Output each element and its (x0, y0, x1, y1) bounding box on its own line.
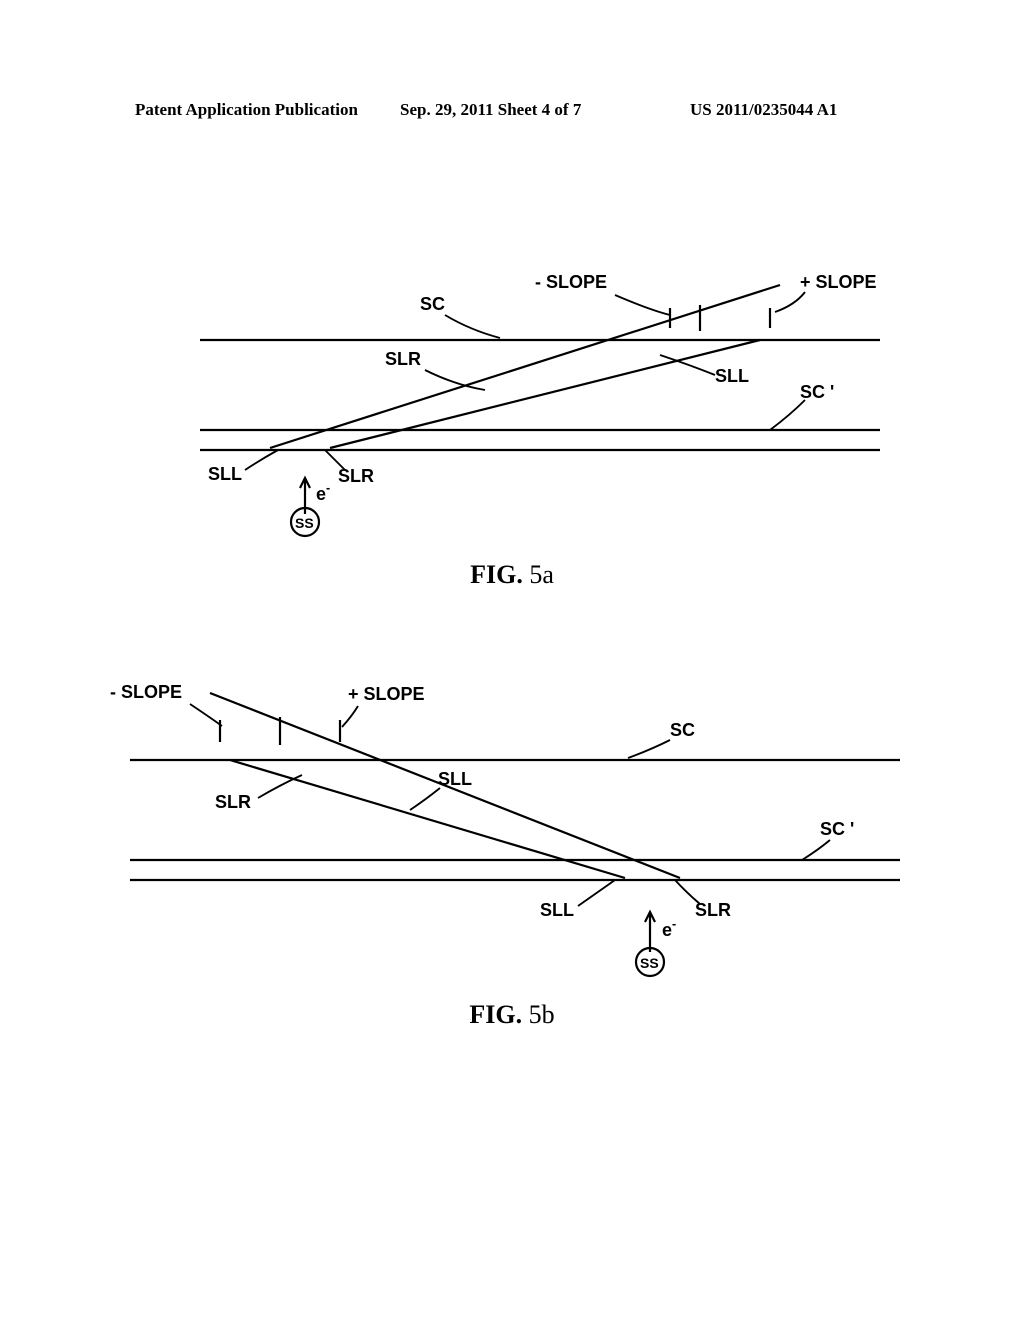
label-pos_slope: + SLOPE (800, 272, 877, 292)
label-e_minus: e- (316, 481, 330, 504)
leader-sc (445, 315, 500, 338)
label-neg_slope: - SLOPE (110, 682, 182, 702)
leader-sc_prime (770, 400, 805, 430)
header-center: Sep. 29, 2011 Sheet 4 of 7 (400, 100, 581, 120)
label-sc_prime: SC ' (800, 382, 834, 402)
label-slr_bottom: SLR (338, 466, 374, 486)
leader-pos_slope (775, 292, 805, 312)
header-left: Patent Application Publication (135, 100, 358, 120)
label-sll_top: SLL (438, 769, 472, 789)
label-sc: SC (420, 294, 445, 314)
leader-pos_slope (342, 706, 358, 727)
leader-slr_top (258, 775, 302, 798)
label-sll_bottom: SLL (540, 900, 574, 920)
label-ss: SS (295, 515, 314, 531)
label-sc_prime: SC ' (820, 819, 854, 839)
label-sc: SC (670, 720, 695, 740)
label-slr_bottom: SLR (695, 900, 731, 920)
label-slr_top: SLR (385, 349, 421, 369)
label-pos_slope: + SLOPE (348, 684, 425, 704)
leader-sll_top (410, 788, 440, 810)
leader-slr_top (425, 370, 485, 390)
negative-slope-line (270, 285, 780, 448)
leader-sll_bottom (245, 450, 278, 470)
figure-caption: FIG. 5b (0, 1000, 1024, 1030)
label-sll_bottom: SLL (208, 464, 242, 484)
figure-caption: FIG. 5a (0, 560, 1024, 590)
leader-neg_slope (615, 295, 670, 315)
label-neg_slope: - SLOPE (535, 272, 607, 292)
label-ss: SS (640, 955, 659, 971)
leader-sc_prime (802, 840, 830, 860)
header-right: US 2011/0235044 A1 (690, 100, 837, 120)
leader-sll_bottom (578, 880, 615, 906)
leader-neg_slope (190, 704, 222, 726)
label-e_minus: e- (662, 917, 676, 940)
label-slr_top: SLR (215, 792, 251, 812)
leader-sc (628, 740, 670, 758)
label-sll_top: SLL (715, 366, 749, 386)
